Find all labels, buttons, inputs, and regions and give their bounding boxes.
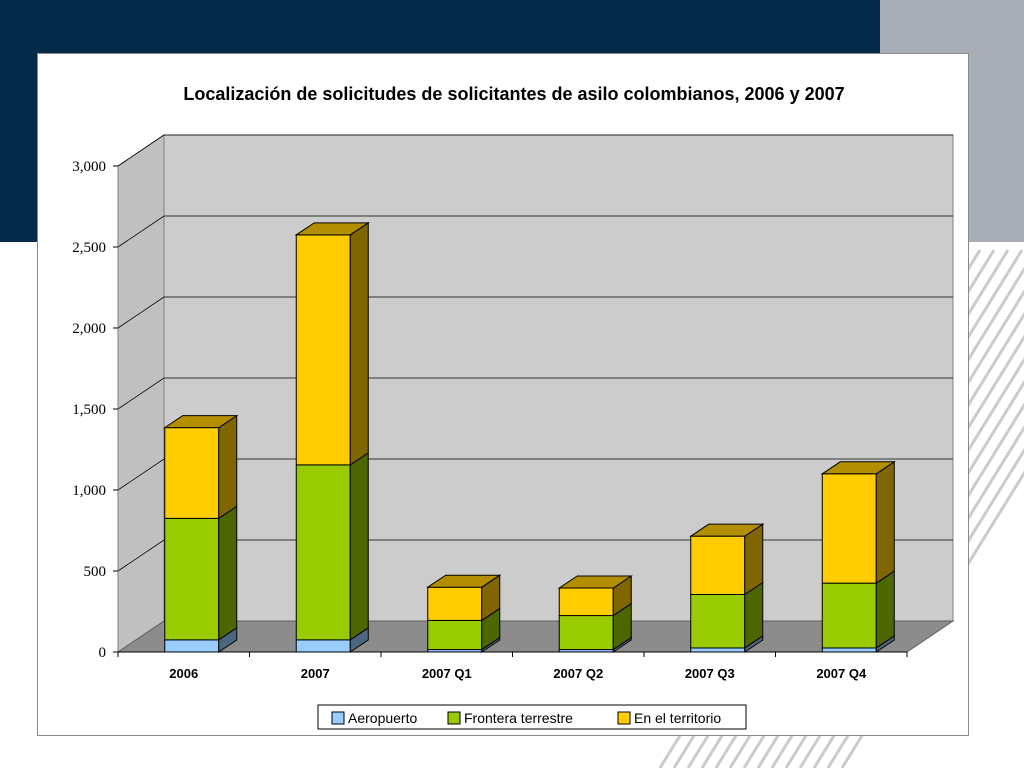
gridline — [117, 296, 953, 329]
bar-top — [294, 222, 370, 236]
x-tick-label: 2007 Q4 — [816, 666, 867, 681]
x-tick-label: 2007 — [301, 666, 330, 681]
gridline — [117, 215, 953, 248]
gridline — [117, 539, 953, 572]
gridline — [117, 458, 953, 491]
bar-top — [163, 415, 239, 429]
chart-title: Localización de solicitudes de solicitan… — [183, 84, 844, 104]
bar-segment-side — [875, 570, 895, 649]
legend-box — [317, 704, 747, 730]
legend-swatch — [447, 711, 461, 725]
bar-segment — [427, 586, 483, 621]
bar-stack-2006 — [163, 414, 239, 653]
bar-segment — [690, 535, 746, 595]
bar-stack-2007 — [294, 221, 370, 653]
gridline — [117, 377, 953, 410]
chart-svg: Localización de solicitudes de solicitan… — [72, 84, 955, 730]
bar-top — [689, 523, 765, 537]
bar-stack-2007-q4 — [820, 460, 896, 653]
x-tick-label: 2006 — [169, 666, 198, 681]
bar-segment-side — [875, 460, 895, 585]
legend-label: Aeropuerto — [348, 710, 417, 726]
legend-label: En el territorio — [634, 710, 721, 726]
y-tick-label: 1,000 — [72, 483, 106, 499]
bar-top — [820, 461, 896, 475]
y-axis-ticks: 0 500 1,000 1,500 2,000 2,500 3,000 — [72, 159, 119, 661]
bar-top — [426, 574, 502, 588]
chart-legend: Aeropuerto Frontera terrestre En el territ… — [317, 704, 747, 730]
bar-segment — [821, 582, 877, 649]
y-tick-label: 500 — [84, 564, 107, 580]
bar-segment — [164, 427, 220, 519]
bar-stack-2007-q1 — [426, 574, 502, 653]
legend-label: Frontera terrestre — [464, 710, 573, 726]
y-tick-label: 0 — [99, 645, 107, 661]
y-tick-label: 1,500 — [72, 402, 106, 418]
x-axis-ticks: 2006 2007 2007 Q1 2007 Q2 2007 Q3 2007 Q4 — [117, 651, 908, 681]
bar-segment-side — [218, 414, 238, 520]
bar-segment-side — [349, 451, 369, 641]
bar-segment-side — [349, 221, 369, 466]
gridline — [117, 134, 953, 167]
bar-segment — [821, 473, 877, 584]
bar-segment — [558, 615, 614, 651]
bar-segment — [295, 639, 351, 653]
bar-segment — [295, 234, 351, 466]
x-tick-label: 2007 Q2 — [553, 666, 603, 681]
chart-bars — [163, 221, 896, 653]
bar-segment-side — [218, 505, 238, 641]
bar-segment — [164, 517, 220, 641]
bar-segment — [427, 619, 483, 651]
bar-segment — [821, 647, 877, 653]
y-tick-label: 3,000 — [72, 159, 106, 175]
bar-stack-2007-q3 — [689, 523, 765, 653]
legend-swatch — [331, 711, 345, 725]
chart-container: Localización de solicitudes de solicitan… — [37, 53, 969, 736]
chart-gridlines — [117, 134, 953, 572]
legend-swatch — [617, 711, 631, 725]
bar-stack-2007-q2 — [557, 575, 633, 653]
bar-top — [557, 575, 633, 589]
y-tick-label: 2,000 — [72, 321, 106, 337]
bar-segment — [558, 587, 614, 617]
bar-segment — [690, 593, 746, 649]
bar-segment — [690, 647, 746, 653]
x-tick-label: 2007 Q1 — [422, 666, 472, 681]
y-tick-label: 2,500 — [72, 240, 106, 256]
x-tick-label: 2007 Q3 — [685, 666, 735, 681]
bar-segment — [164, 639, 220, 653]
bar-segment — [295, 464, 351, 641]
